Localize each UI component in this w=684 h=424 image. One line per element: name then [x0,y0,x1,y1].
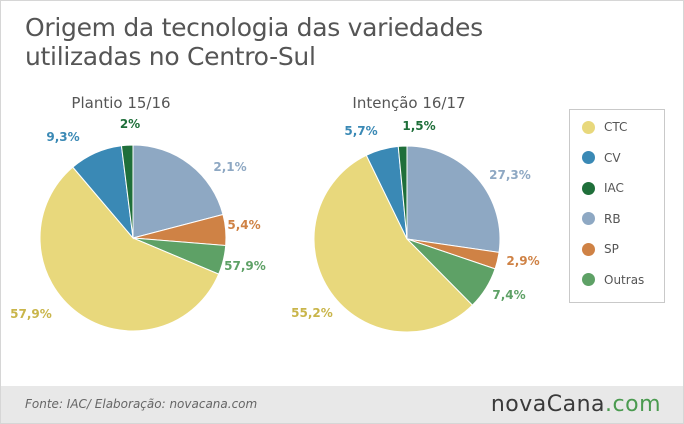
legend-label: SP [604,242,619,256]
legend-item-iac: IAC [582,178,624,198]
legend-item-sp: SP [582,239,619,259]
slice-iac [120,144,134,239]
pie-intencao: Intenção 16/17 55,2% 5,7% 1,5% 27,3% 2,9% 7,4% [291,94,540,333]
legend-swatch [582,273,595,286]
data-label-outras: 57,9% [224,259,266,273]
legend-swatch [582,120,595,134]
legend-label: RB [604,211,621,226]
brand-domain: .com [605,392,661,417]
legend-swatch [582,212,595,225]
pie-title: Intenção 16/17 [352,94,465,112]
legend: CTC CV IAC RB SP Outras [569,109,665,303]
slice-rb [132,144,224,239]
legend-swatch [582,242,595,256]
data-label-outras: 7,4% [492,288,525,302]
legend-label: Outras [604,272,645,287]
data-label-rb: 2,1% [213,160,246,174]
slice-ctc [39,166,220,332]
slice-iac [397,145,408,240]
legend-item-cv: CV [582,148,621,168]
legend-swatch [582,151,595,164]
legend-item-ctc: CTC [582,117,627,137]
data-label-ctc: 57,9% [10,307,52,321]
legend-label: IAC [604,181,624,195]
data-label-iac: 1,5% [402,119,435,133]
legend-swatch [582,181,595,195]
data-label-cv: 9,3% [46,130,79,144]
legend-item-outras: Outras [582,270,644,290]
legend-label: CTC [604,120,628,134]
slice-rb [406,145,501,253]
pie-charts: Plantio 15/16 57,9% 9,3% 2% 2,1% 5,4% 57,9% In… [10,94,540,333]
footer: Fonte: IAC/ Elaboração: novacana.com nov… [1,386,683,423]
data-label-sp: 2,9% [506,254,539,268]
legend-label: CV [604,150,621,165]
data-label-ctc: 55,2% [291,306,333,320]
pie-title: Plantio 15/16 [71,94,170,112]
slice-ctc [313,154,474,333]
brand-name: novaCana [490,392,606,417]
data-label-cv: 5,7% [344,124,377,138]
data-label-sp: 5,4% [227,218,260,232]
data-label-iac: 2% [120,117,140,131]
data-label-rb: 27,3% [489,168,531,182]
brand-logo[interactable]: novaCana.com [491,392,661,417]
source-note: Fonte: IAC/ Elaboração: novacana.com [25,397,258,411]
pie-plantio: Plantio 15/16 57,9% 9,3% 2% 2,1% 5,4% 57,9% [10,94,266,332]
legend-item-rb: RB [582,209,621,229]
chart-title: Origem da tecnologia das variedades util… [25,13,483,71]
